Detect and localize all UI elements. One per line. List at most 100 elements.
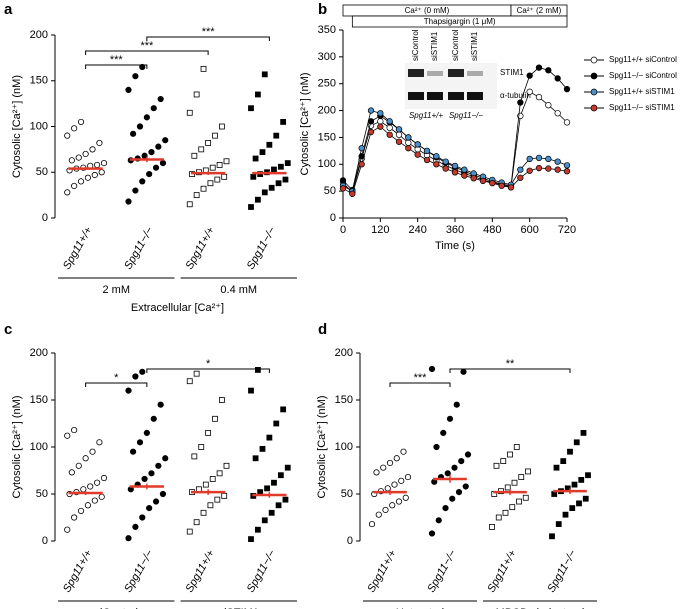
data-point [77,178,85,185]
data-point [386,459,394,467]
data-point [89,146,96,153]
panel-letter: c [4,321,12,338]
data-point [71,514,78,521]
data-point [268,509,275,516]
data-point [377,118,384,125]
data-point [563,119,571,126]
y-tick-label: 200 [335,347,353,359]
y-tick-label: 0 [42,212,48,224]
data-point [200,65,207,72]
data-point [132,73,139,80]
data-point [414,151,421,158]
genotype-label: Spg11−/− [449,111,483,120]
data-point [569,505,576,512]
data-point [489,179,496,187]
data-point [377,123,384,130]
legend-label: Spg11−/− siControl [609,71,677,80]
data-point [460,368,467,375]
data-point [75,462,82,469]
data-point [91,171,98,179]
data-point [254,526,261,533]
data-point [277,472,284,479]
x-tick-label: 720 [558,224,576,236]
data-point [162,455,169,462]
data-point [433,153,440,160]
data-point [207,502,214,509]
data-point [100,474,108,482]
data-point [250,173,257,180]
data-point [462,483,469,490]
data-point [71,426,78,434]
data-point [518,474,525,480]
data-point [526,88,533,95]
data-point [535,93,543,101]
data-point [349,190,356,197]
x-tick-label: 240 [408,224,426,236]
data-point [223,158,230,165]
data-point [198,146,205,153]
data-point [585,472,591,479]
data-point [549,533,555,540]
data-point [458,457,465,465]
data-point [209,476,216,482]
data-point [461,166,468,173]
data-point [582,495,589,502]
data-point [146,170,153,178]
data-point [152,498,160,505]
data-point [216,470,223,477]
x-tick-label: Spg11−/− [245,547,279,594]
data-point [526,167,533,174]
data-point [146,504,153,512]
data-point [191,152,198,159]
data-point [162,137,169,144]
significance-label: *** [202,26,216,38]
data-point [400,448,407,455]
data-point [525,468,531,475]
condition-label: Thapsigargin (1 μM) [424,17,496,26]
data-point [252,455,259,462]
data-point [221,173,228,180]
y-tick-label: 0 [347,535,353,547]
data-point [578,476,585,483]
data-point [261,189,268,196]
data-point [77,118,85,126]
blot-band [467,92,483,100]
data-point [136,439,144,446]
data-point [212,415,218,422]
x-axis-title: Time (s) [435,240,475,252]
data-point [444,470,451,477]
blot-band [427,71,443,76]
western-blot: siControl siSTIM1 siControl siSTIM1 STIM… [405,29,531,120]
data-point [75,154,82,161]
data-point [186,201,193,208]
data-point [271,479,277,486]
data-point [493,462,500,469]
data-point [209,164,216,171]
data-point [280,406,287,413]
data-point [148,470,155,477]
x-tick-label: Spg11+/+ [183,547,217,594]
data-point [261,71,268,78]
blot-band [408,92,424,100]
data-point [554,158,561,165]
data-point [198,444,205,450]
y-tick-label: 200 [318,104,336,116]
lane-label: siControl [411,29,420,61]
data-point [554,75,561,82]
data-point [516,498,522,505]
legend-label: Spg11+/+ siControl [609,55,677,64]
y-tick-label: 50 [36,166,48,178]
data-point [395,126,403,133]
data-point [125,535,132,542]
y-tick-label: 300 [318,51,336,63]
data-point [139,63,146,71]
data-point [433,161,440,168]
data-point [284,160,291,167]
data-point [500,458,507,465]
blot-band [408,69,424,77]
condition-label: Ca²⁺ (2 mM) [517,6,562,15]
data-point [576,500,582,507]
data-point [155,462,162,469]
data-point [275,180,282,187]
group-label: 2 mM [103,284,131,296]
